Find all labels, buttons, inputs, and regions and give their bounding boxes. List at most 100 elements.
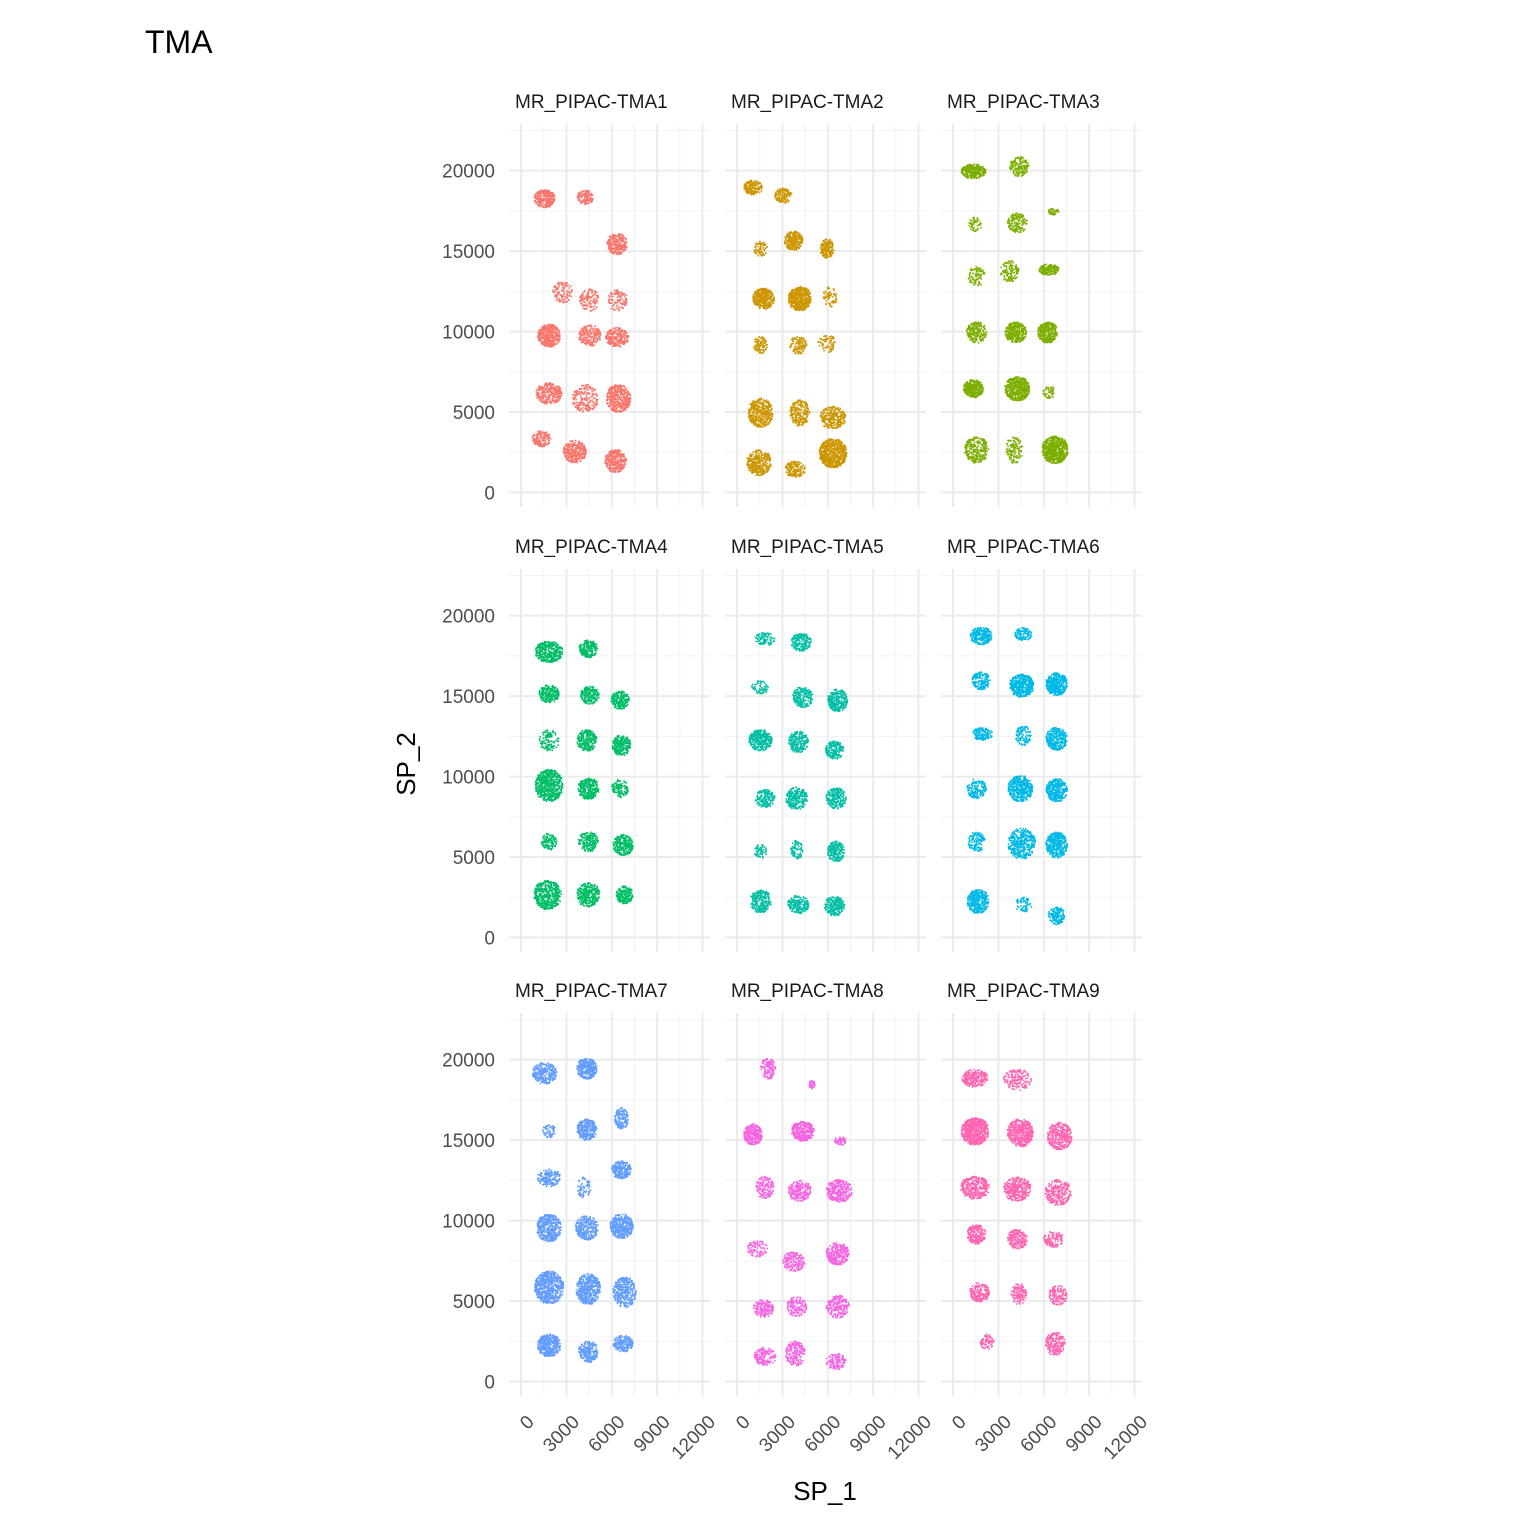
data-point: [823, 241, 826, 244]
data-point: [589, 305, 592, 307]
data-point: [583, 336, 585, 338]
data-point: [613, 409, 615, 411]
data-point: [611, 454, 614, 457]
data-point: [548, 396, 551, 399]
data-point: [539, 400, 542, 402]
data-point: [551, 192, 554, 194]
data-point: [534, 441, 536, 443]
data-point: [615, 462, 618, 465]
data-point: [622, 461, 625, 463]
data-point: [623, 390, 626, 393]
data-point: [753, 190, 755, 193]
data-point: [581, 445, 584, 447]
data-point: [764, 289, 767, 291]
data-point: [590, 196, 592, 199]
data-point: [584, 199, 587, 202]
data-point: [781, 193, 784, 195]
data-point: [789, 238, 791, 241]
data-point: [798, 308, 800, 310]
data-point: [807, 297, 810, 300]
data-point: [536, 435, 539, 438]
data-point: [546, 401, 548, 403]
data-point: [544, 439, 547, 442]
data-point: [621, 385, 623, 388]
data-point: [779, 192, 781, 195]
data-point: [598, 331, 600, 334]
data-point: [824, 250, 827, 253]
data-point: [609, 330, 612, 332]
data-point: [779, 189, 782, 192]
data-point: [545, 191, 548, 193]
data-point: [538, 433, 540, 436]
data-point: [787, 247, 790, 250]
data-point: [556, 397, 558, 400]
data-point: [608, 338, 610, 340]
data-point: [550, 385, 553, 388]
data-point: [802, 300, 805, 303]
data-point: [539, 445, 541, 447]
data-point: [537, 197, 540, 200]
data-point: [531, 436, 534, 438]
data-point: [758, 188, 761, 190]
data-point: [612, 295, 614, 298]
data-point: [545, 397, 548, 399]
data-point: [586, 400, 589, 403]
data-point: [752, 299, 754, 302]
data-point: [623, 401, 626, 403]
data-point: [575, 450, 578, 453]
data-point: [565, 448, 568, 450]
data-point: [588, 292, 590, 294]
data-point: [624, 460, 627, 463]
data-point: [541, 334, 543, 337]
data-point: [559, 387, 562, 390]
data-point: [578, 441, 581, 444]
data-point: [553, 388, 555, 390]
data-point: [821, 243, 824, 245]
data-point: [571, 452, 573, 454]
data-point: [807, 292, 810, 295]
data-point: [614, 405, 616, 408]
data-point: [613, 388, 615, 390]
data-point: [617, 451, 620, 454]
data-point: [546, 194, 549, 197]
data-point: [617, 393, 619, 396]
data-point: [827, 240, 830, 243]
data-point: [537, 392, 540, 394]
data-point: [576, 196, 579, 199]
tissue-core-points: [533, 189, 556, 209]
data-point: [584, 384, 587, 387]
data-point: [792, 243, 794, 246]
data-point: [831, 242, 834, 244]
data-point: [598, 329, 600, 331]
data-point: [623, 458, 626, 460]
data-point: [587, 200, 589, 202]
data-point: [621, 246, 623, 248]
data-point: [615, 241, 618, 243]
data-point: [590, 327, 593, 329]
data-point: [754, 248, 757, 251]
data-point: [573, 450, 575, 452]
data-point: [591, 291, 593, 293]
data-point: [547, 329, 549, 331]
data-point: [829, 256, 831, 258]
data-point: [589, 407, 592, 410]
data-point: [805, 299, 807, 302]
data-point: [757, 188, 760, 191]
data-point: [539, 332, 542, 335]
data-point: [540, 395, 543, 398]
data-point: [592, 301, 594, 304]
data-point: [586, 334, 589, 336]
data-point: [616, 461, 619, 464]
data-point: [542, 443, 544, 445]
data-point: [786, 196, 788, 198]
data-point: [613, 453, 616, 455]
data-point: [586, 197, 589, 199]
data-point: [539, 197, 541, 200]
data-point: [621, 404, 624, 407]
data-point: [548, 334, 551, 336]
data-point: [610, 405, 612, 407]
data-point: [618, 468, 620, 470]
data-point: [622, 300, 625, 303]
data-point: [552, 335, 554, 338]
data-point: [546, 385, 548, 387]
